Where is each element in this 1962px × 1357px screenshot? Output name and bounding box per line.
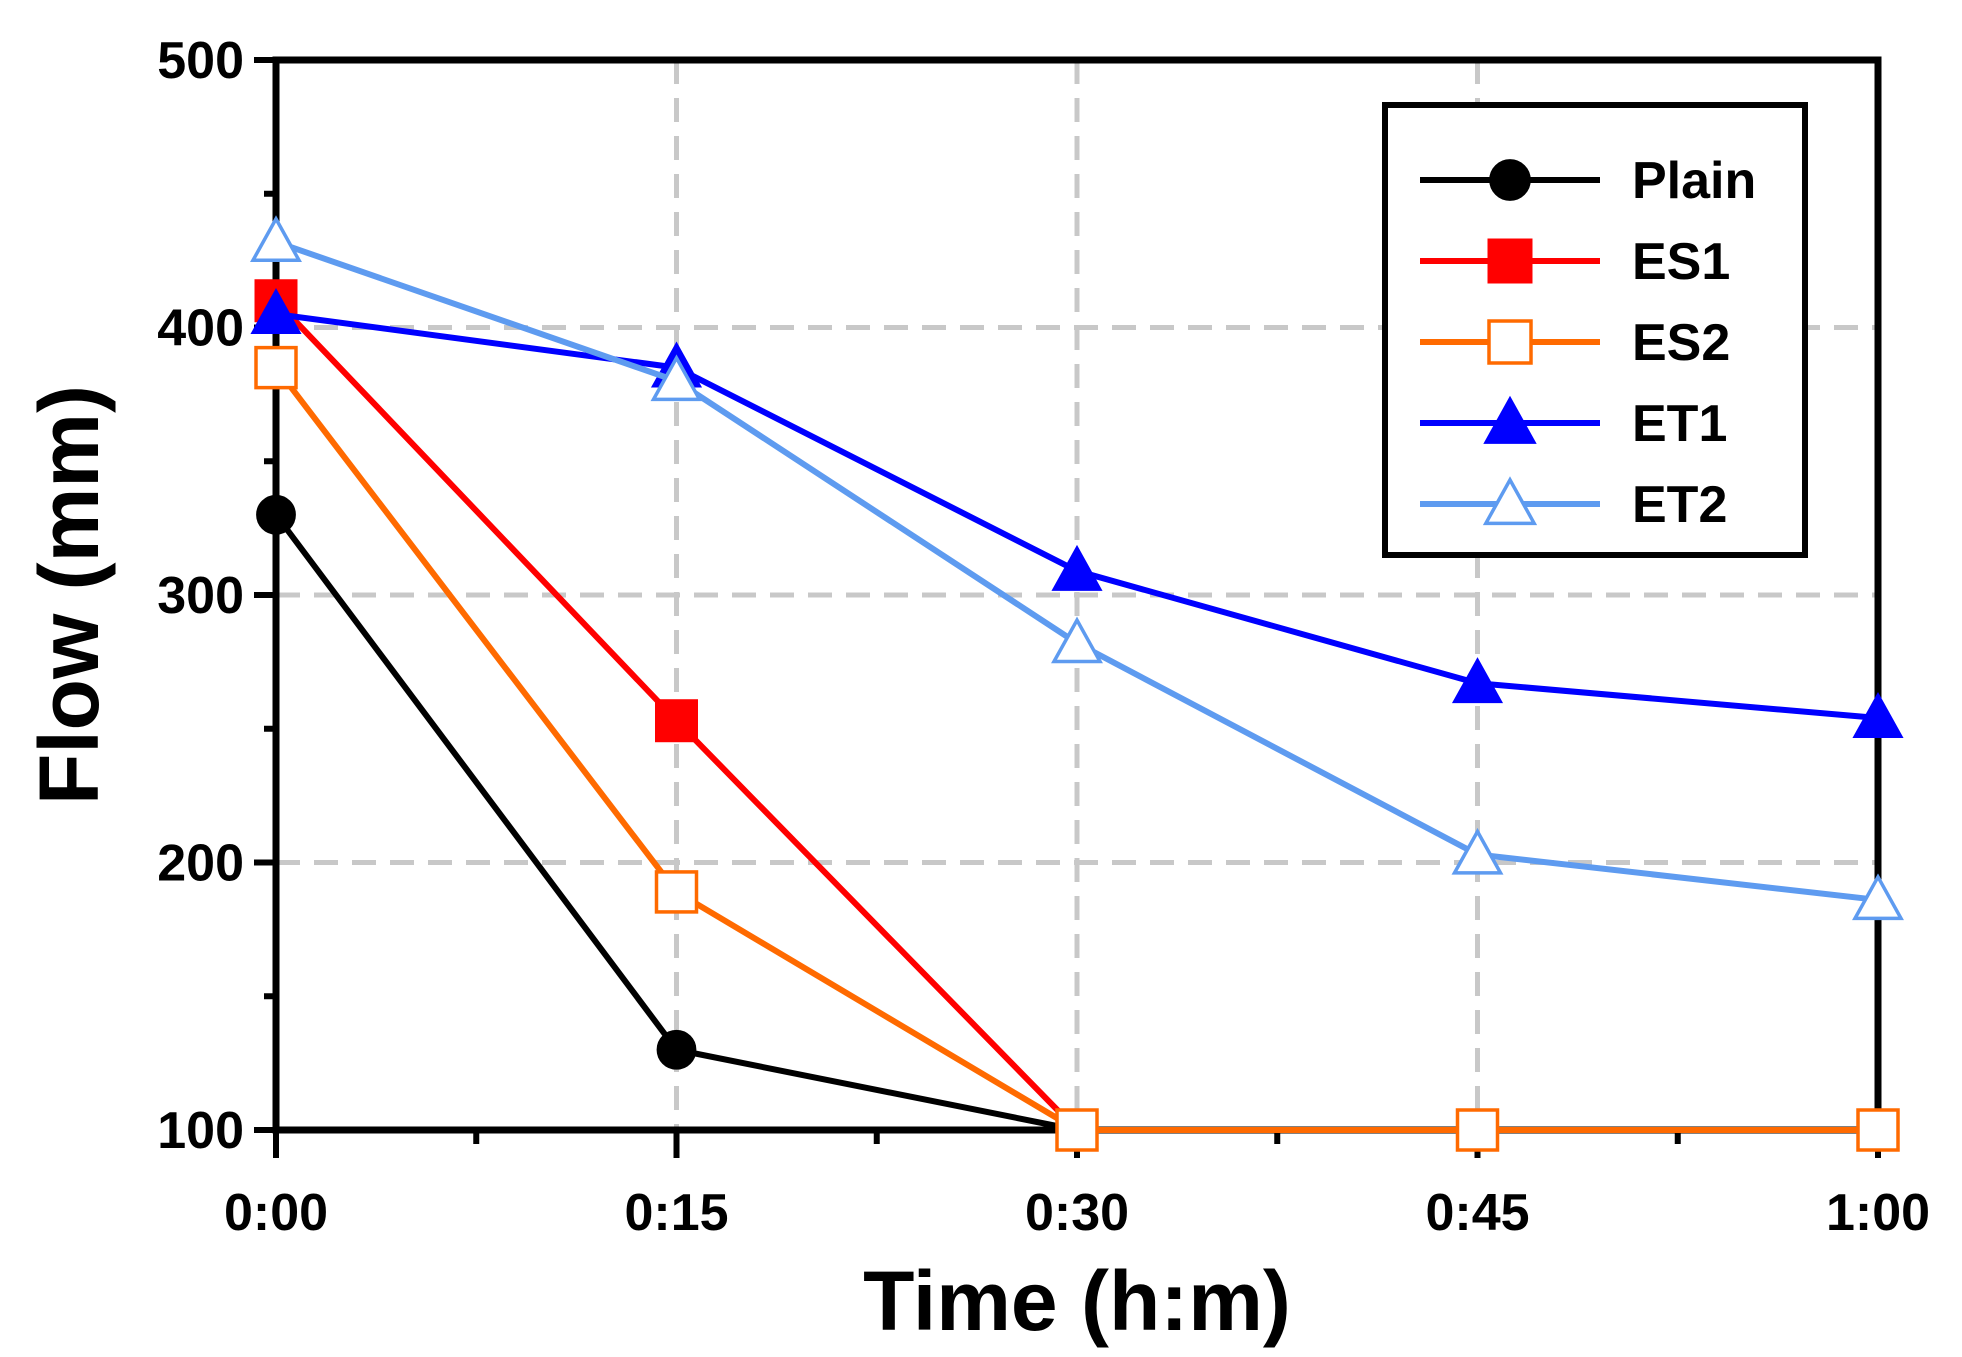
y-tick-label: 200 bbox=[157, 835, 244, 893]
square-marker bbox=[655, 699, 698, 743]
triangle-marker bbox=[1451, 827, 1504, 875]
triangle-marker bbox=[250, 288, 302, 335]
triangle-marker bbox=[1852, 691, 1904, 738]
y-tick-label: 100 bbox=[157, 1102, 244, 1160]
x-tick-label: 0:15 bbox=[624, 1184, 728, 1242]
y-tick-label: 300 bbox=[157, 567, 244, 625]
square-marker bbox=[654, 870, 699, 914]
legend-label: ES1 bbox=[1632, 233, 1730, 291]
square-marker bbox=[1455, 1108, 1500, 1152]
square-marker bbox=[254, 345, 298, 390]
legend: Plain ES1 ES2 ET1 ET2 bbox=[1382, 102, 1808, 558]
triangle-marker bbox=[1051, 616, 1103, 664]
square-marker bbox=[1487, 238, 1533, 284]
x-tick-labels: 0:00 0:15 0:30 0:45 1:00 bbox=[224, 1184, 1930, 1242]
triangle-marker bbox=[250, 215, 302, 263]
legend-label: ET2 bbox=[1632, 476, 1727, 534]
circle-marker bbox=[1489, 159, 1531, 201]
y-axis-title: Flow (mm) bbox=[22, 385, 116, 805]
y-tick-label: 400 bbox=[157, 300, 244, 358]
triangle-marker bbox=[650, 354, 703, 402]
series-es2 bbox=[254, 345, 1900, 1152]
square-marker bbox=[1055, 1108, 1099, 1152]
x-tick-label: 0:45 bbox=[1425, 1184, 1529, 1242]
triangle-marker bbox=[1051, 544, 1103, 591]
series-et2 bbox=[250, 215, 1904, 921]
y-tick-label: 500 bbox=[157, 32, 244, 90]
legend-item-et2: ET2 bbox=[1420, 476, 1727, 534]
legend-item-es1: ES1 bbox=[1420, 233, 1730, 291]
circle-marker bbox=[656, 1029, 697, 1070]
triangle-marker bbox=[1852, 873, 1904, 921]
legend-item-et1: ET1 bbox=[1420, 395, 1727, 453]
triangle-marker bbox=[1483, 395, 1537, 444]
legend-items: Plain ES1 ES2 ET1 ET2 bbox=[1420, 152, 1756, 534]
x-tick-label: 0:30 bbox=[1025, 1184, 1129, 1242]
y-tick-labels: 100 200 300 400 500 bbox=[157, 32, 244, 1160]
legend-item-plain: Plain bbox=[1420, 152, 1756, 210]
x-axis-title: Time (h:m) bbox=[863, 1254, 1291, 1348]
x-tick-label: 1:00 bbox=[1826, 1184, 1930, 1242]
triangle-marker bbox=[1451, 657, 1504, 704]
x-tick-label: 0:00 bbox=[224, 1184, 328, 1242]
triangle-marker bbox=[1482, 476, 1538, 526]
square-marker bbox=[1487, 319, 1533, 365]
series-lines bbox=[250, 215, 1904, 1152]
circle-marker bbox=[256, 494, 296, 535]
legend-label: ES2 bbox=[1632, 314, 1730, 372]
square-marker bbox=[1856, 1108, 1900, 1152]
legend-item-es2: ES2 bbox=[1420, 314, 1730, 372]
legend-label: Plain bbox=[1632, 152, 1756, 210]
legend-label: ET1 bbox=[1632, 395, 1727, 453]
